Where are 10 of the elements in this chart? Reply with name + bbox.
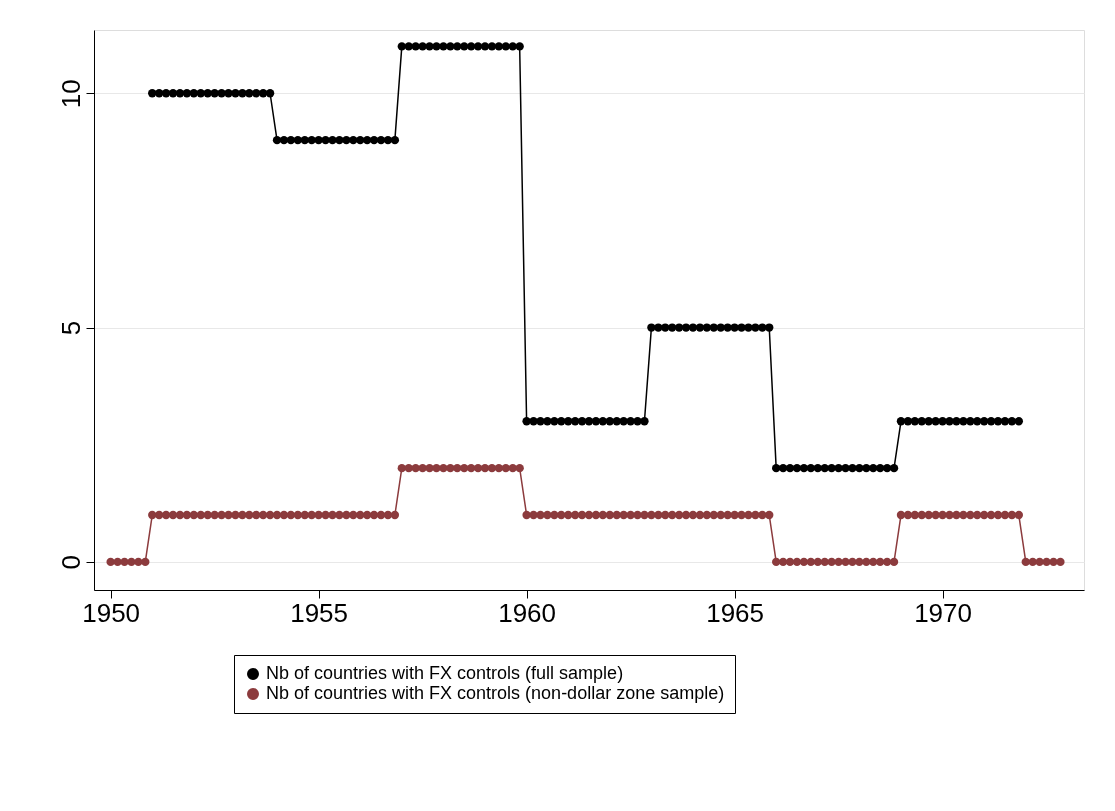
legend-label: Nb of countries with FX controls (non-dollar zone sample) bbox=[266, 683, 725, 703]
x-tick-label: 1960 bbox=[498, 597, 557, 628]
legend-label: Nb of countries with FX controls (full sample) bbox=[266, 663, 624, 683]
x-tick-label: 1965 bbox=[706, 597, 765, 628]
x-tick-label: 1970 bbox=[914, 597, 972, 628]
x-tick-label: 1950 bbox=[82, 597, 141, 628]
y-tick-label: 0 bbox=[55, 555, 86, 570]
y-tick-label: 5 bbox=[55, 320, 86, 336]
y-tick-label: 10 bbox=[55, 79, 86, 109]
x-tick-label: 1955 bbox=[290, 597, 349, 628]
